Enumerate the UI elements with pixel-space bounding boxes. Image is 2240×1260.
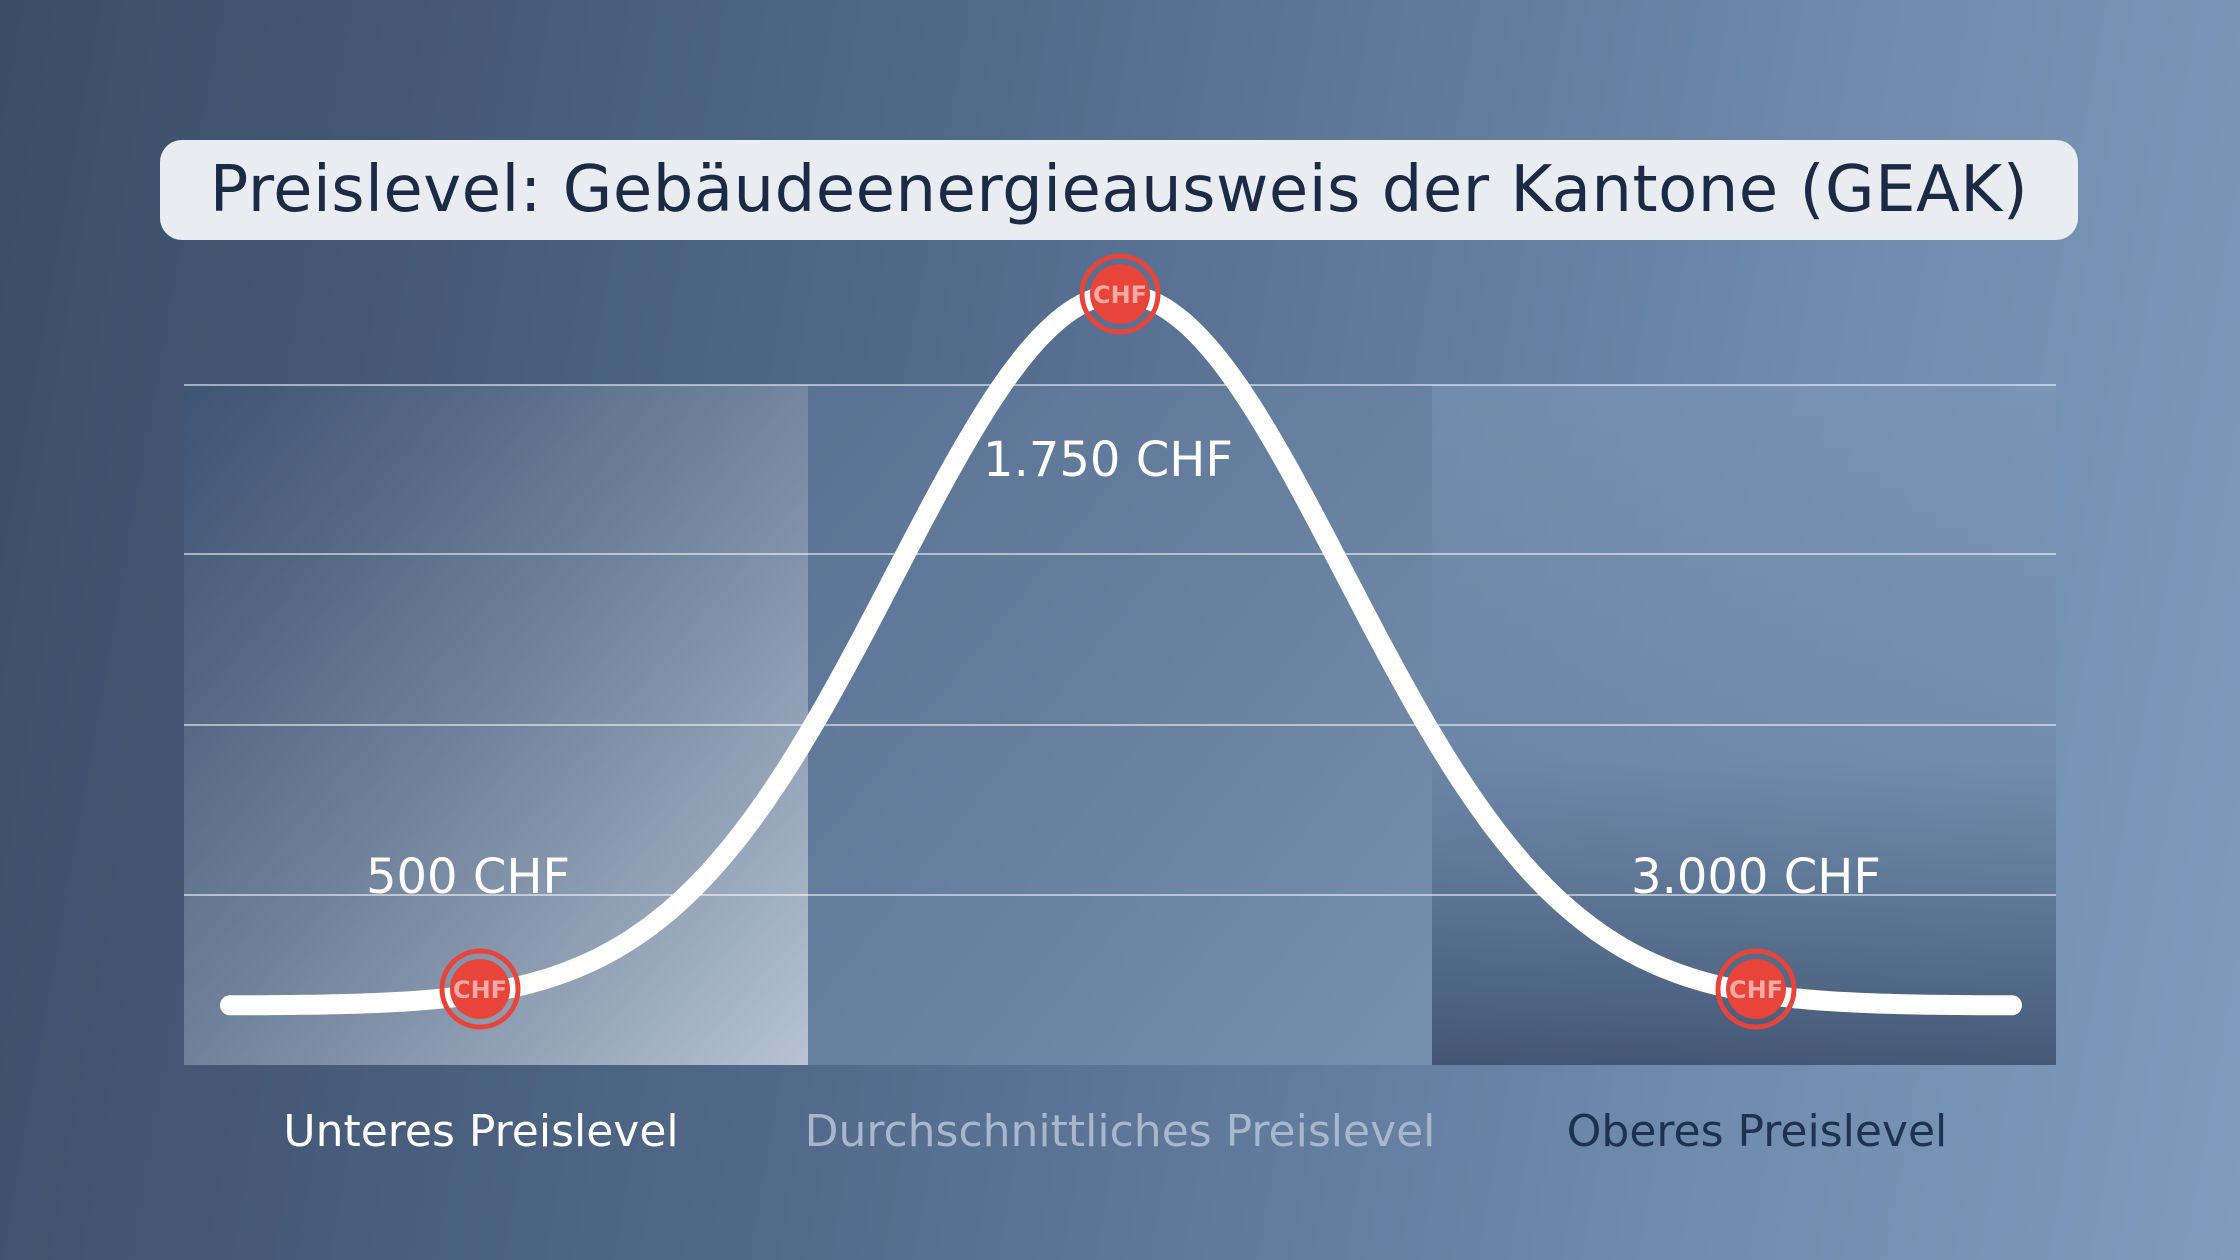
chf-marker-upper: CHF xyxy=(1715,948,1797,1030)
chf-marker-text: CHF xyxy=(1093,281,1147,309)
value-label-lower: 500 CHF xyxy=(366,849,570,905)
chart-title: Preislevel: Gebäudeenergieausweis der Ka… xyxy=(209,153,2029,227)
title-banner: Preislevel: Gebäudeenergieausweis der Ka… xyxy=(160,140,2078,240)
value-label-middle: 1.750 CHF xyxy=(983,432,1233,488)
chf-marker-lower: CHF xyxy=(439,948,521,1030)
category-label-upper: Oberes Preislevel xyxy=(1567,1106,1947,1157)
chf-marker-text: CHF xyxy=(453,976,507,1004)
chf-marker-text: CHF xyxy=(1729,976,1783,1004)
value-label-upper: 3.000 CHF xyxy=(1631,849,1881,905)
category-label-lower: Unteres Preislevel xyxy=(283,1106,678,1157)
gridlines xyxy=(184,384,2056,896)
category-label-middle: Durchschnittliches Preislevel xyxy=(805,1106,1436,1157)
chf-marker-middle: CHF xyxy=(1079,253,1161,335)
